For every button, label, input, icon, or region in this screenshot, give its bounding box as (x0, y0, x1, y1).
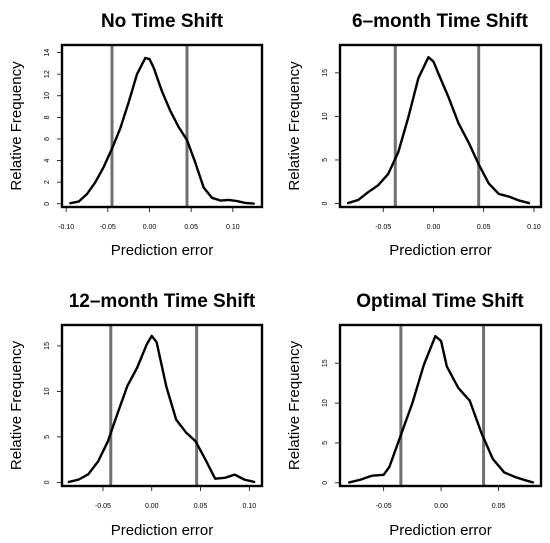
x-tick-label: 0.05 (194, 503, 208, 510)
x-tick-label: -0.05 (376, 503, 392, 510)
y-tick-label: 15 (322, 69, 329, 77)
y-tick-label: 10 (322, 112, 329, 120)
x-tick-label: 0.10 (527, 224, 541, 231)
plot-frame (60, 43, 264, 209)
y-tick-label: 14 (44, 49, 51, 57)
density-curve (69, 56, 255, 205)
chart-title: 6–month Time Shift (352, 11, 529, 32)
y-tick-label: 6 (44, 137, 51, 141)
x-tick-label: 0.10 (243, 503, 257, 510)
x-tick-label: -0.10 (58, 224, 74, 231)
x-axis-label: Prediction error (111, 522, 214, 539)
y-axis-label: Relative Frequency (286, 61, 303, 191)
y-tick-label: 2 (44, 180, 51, 184)
x-tick-label: -0.05 (375, 224, 391, 231)
chart-panel-3: 12–month Time Shift -0.05 0.00 0.05 0.10 0 5 10… (8, 291, 264, 539)
plot-frame (338, 43, 543, 209)
y-tick-label: 15 (322, 359, 329, 367)
y-tick-label: 10 (44, 92, 51, 100)
y-tick-label: 0 (44, 480, 51, 484)
y-tick-label: 12 (44, 70, 51, 78)
density-curve (347, 334, 535, 484)
chart-title: Optimal Time Shift (356, 291, 524, 312)
density-curve (67, 334, 256, 484)
chart-title: No Time Shift (101, 11, 224, 32)
x-axis-label: Prediction error (389, 522, 492, 539)
y-axis-label: Relative Frequency (8, 340, 25, 470)
x-tick-label: 0.00 (427, 224, 441, 231)
y-tick-label: 15 (44, 342, 51, 350)
y-tick-label: 10 (322, 399, 329, 407)
y-tick-label: 0 (322, 481, 329, 485)
chart-title: 12–month Time Shift (69, 291, 256, 312)
plot-frame (60, 323, 264, 488)
y-axis-label: Relative Frequency (286, 340, 303, 470)
density-curve (346, 55, 531, 205)
y-tick-label: 0 (322, 201, 329, 205)
x-tick-label: -0.05 (100, 224, 116, 231)
chart-panel-2: 6–month Time Shift -0.05 0.00 0.05 0.10 0 5 10 1… (286, 11, 543, 259)
x-tick-label: 0.00 (143, 224, 157, 231)
x-tick-label: 0.10 (226, 224, 240, 231)
y-axis-label: Relative Frequency (8, 61, 25, 191)
x-tick-label: 0.00 (145, 503, 159, 510)
chart-panel-4: Optimal Time Shift -0.05 0.00 0.05 0 5 10 15 Pre… (286, 291, 543, 539)
y-tick-label: 0 (44, 202, 51, 206)
y-tick-label: 5 (44, 435, 51, 439)
x-tick-label: 0.05 (477, 224, 491, 231)
chart-panel-1: No Time Shift -0.10 -0.05 0.00 0.05 0.10 0 2 4 6 8… (8, 11, 264, 259)
x-tick-label: -0.05 (95, 503, 111, 510)
y-tick-label: 10 (44, 387, 51, 395)
x-tick-label: 0.05 (492, 503, 506, 510)
x-axis-label: Prediction error (389, 242, 492, 259)
x-axis-label: Prediction error (111, 242, 214, 259)
y-tick-label: 4 (44, 159, 51, 163)
y-tick-label: 5 (322, 158, 329, 162)
x-tick-label: 0.00 (434, 503, 448, 510)
plot-frame (338, 323, 543, 488)
y-tick-label: 8 (44, 115, 51, 119)
y-tick-label: 5 (322, 441, 329, 445)
x-tick-label: 0.05 (184, 224, 198, 231)
